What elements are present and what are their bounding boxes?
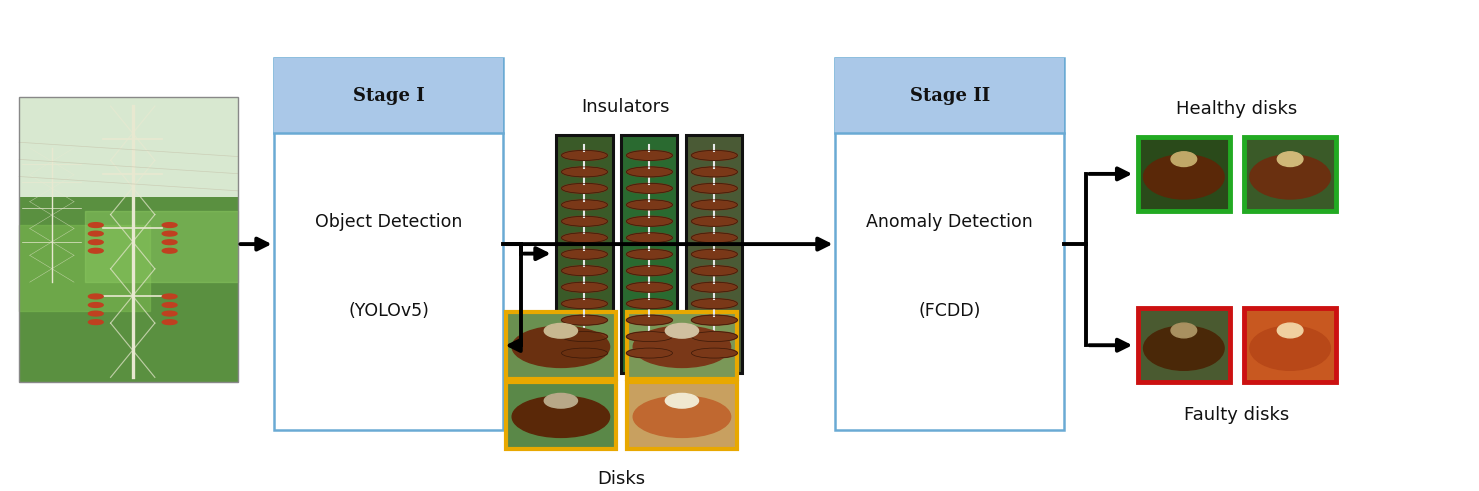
Ellipse shape [691,282,738,292]
Bar [506,312,617,379]
Ellipse shape [666,393,698,408]
Ellipse shape [562,217,608,226]
Bar [1137,137,1229,211]
Ellipse shape [1171,152,1197,166]
Ellipse shape [1143,326,1225,370]
Ellipse shape [691,348,738,358]
Ellipse shape [633,326,731,367]
Ellipse shape [1250,326,1331,370]
Circle shape [163,311,177,316]
Ellipse shape [562,282,608,292]
Ellipse shape [691,200,738,210]
Bar [1244,308,1336,382]
Circle shape [89,320,104,325]
Circle shape [163,320,177,325]
Ellipse shape [691,249,738,259]
Bar [627,382,738,449]
Text: Object Detection: Object Detection [315,213,463,231]
Ellipse shape [627,249,673,259]
Ellipse shape [627,348,673,358]
Bar [19,196,238,382]
Ellipse shape [633,396,731,437]
Text: Healthy disks: Healthy disks [1176,100,1297,118]
Ellipse shape [562,299,608,309]
Bar [19,97,238,382]
Ellipse shape [691,315,738,325]
Ellipse shape [627,200,673,210]
Bar [275,58,503,133]
Circle shape [89,240,104,245]
Ellipse shape [512,326,609,367]
Text: Disks: Disks [598,470,645,488]
Ellipse shape [562,348,608,358]
Ellipse shape [691,167,738,177]
Ellipse shape [1250,155,1331,199]
Ellipse shape [627,266,673,276]
Ellipse shape [562,167,608,177]
Ellipse shape [562,200,608,210]
Circle shape [163,302,177,307]
Circle shape [89,302,104,307]
Text: Stage I: Stage I [353,86,424,105]
Bar [275,58,503,430]
Bar [836,58,1065,133]
Ellipse shape [627,150,673,161]
Bar [836,58,1065,430]
Ellipse shape [627,233,673,243]
Bar [556,135,612,373]
Ellipse shape [627,183,673,193]
Ellipse shape [544,393,577,408]
Bar [1137,308,1229,382]
Ellipse shape [627,282,673,292]
Circle shape [163,240,177,245]
Ellipse shape [691,299,738,309]
Ellipse shape [666,324,698,338]
Text: Faulty disks: Faulty disks [1185,406,1290,424]
Ellipse shape [562,150,608,161]
Text: Insulators: Insulators [581,98,670,115]
Ellipse shape [627,217,673,226]
Text: Anomaly Detection: Anomaly Detection [867,213,1034,231]
Circle shape [163,248,177,253]
Text: (YOLOv5): (YOLOv5) [349,302,429,320]
Ellipse shape [562,331,608,342]
Ellipse shape [627,315,673,325]
Ellipse shape [1171,323,1197,338]
Ellipse shape [691,331,738,342]
Ellipse shape [691,217,738,226]
Ellipse shape [562,233,608,243]
Circle shape [163,294,177,299]
Ellipse shape [691,150,738,161]
Bar [1244,137,1336,211]
Ellipse shape [562,266,608,276]
Bar [686,135,742,373]
Ellipse shape [562,315,608,325]
Circle shape [89,231,104,236]
Ellipse shape [562,183,608,193]
Bar [19,97,238,196]
Ellipse shape [1143,155,1225,199]
Bar [506,382,617,449]
Circle shape [89,294,104,299]
Ellipse shape [512,396,609,437]
Ellipse shape [627,167,673,177]
Circle shape [163,223,177,227]
Ellipse shape [627,299,673,309]
Ellipse shape [691,183,738,193]
Ellipse shape [627,331,673,342]
Ellipse shape [1278,152,1303,166]
Ellipse shape [1278,323,1303,338]
Ellipse shape [562,249,608,259]
Bar [627,312,738,379]
Circle shape [89,311,104,316]
Text: Stage II: Stage II [910,86,989,105]
Ellipse shape [544,324,577,338]
Bar [621,135,677,373]
Circle shape [89,223,104,227]
Ellipse shape [691,233,738,243]
Ellipse shape [691,266,738,276]
Text: (FCDD): (FCDD) [918,302,981,320]
Circle shape [163,231,177,236]
Circle shape [89,248,104,253]
